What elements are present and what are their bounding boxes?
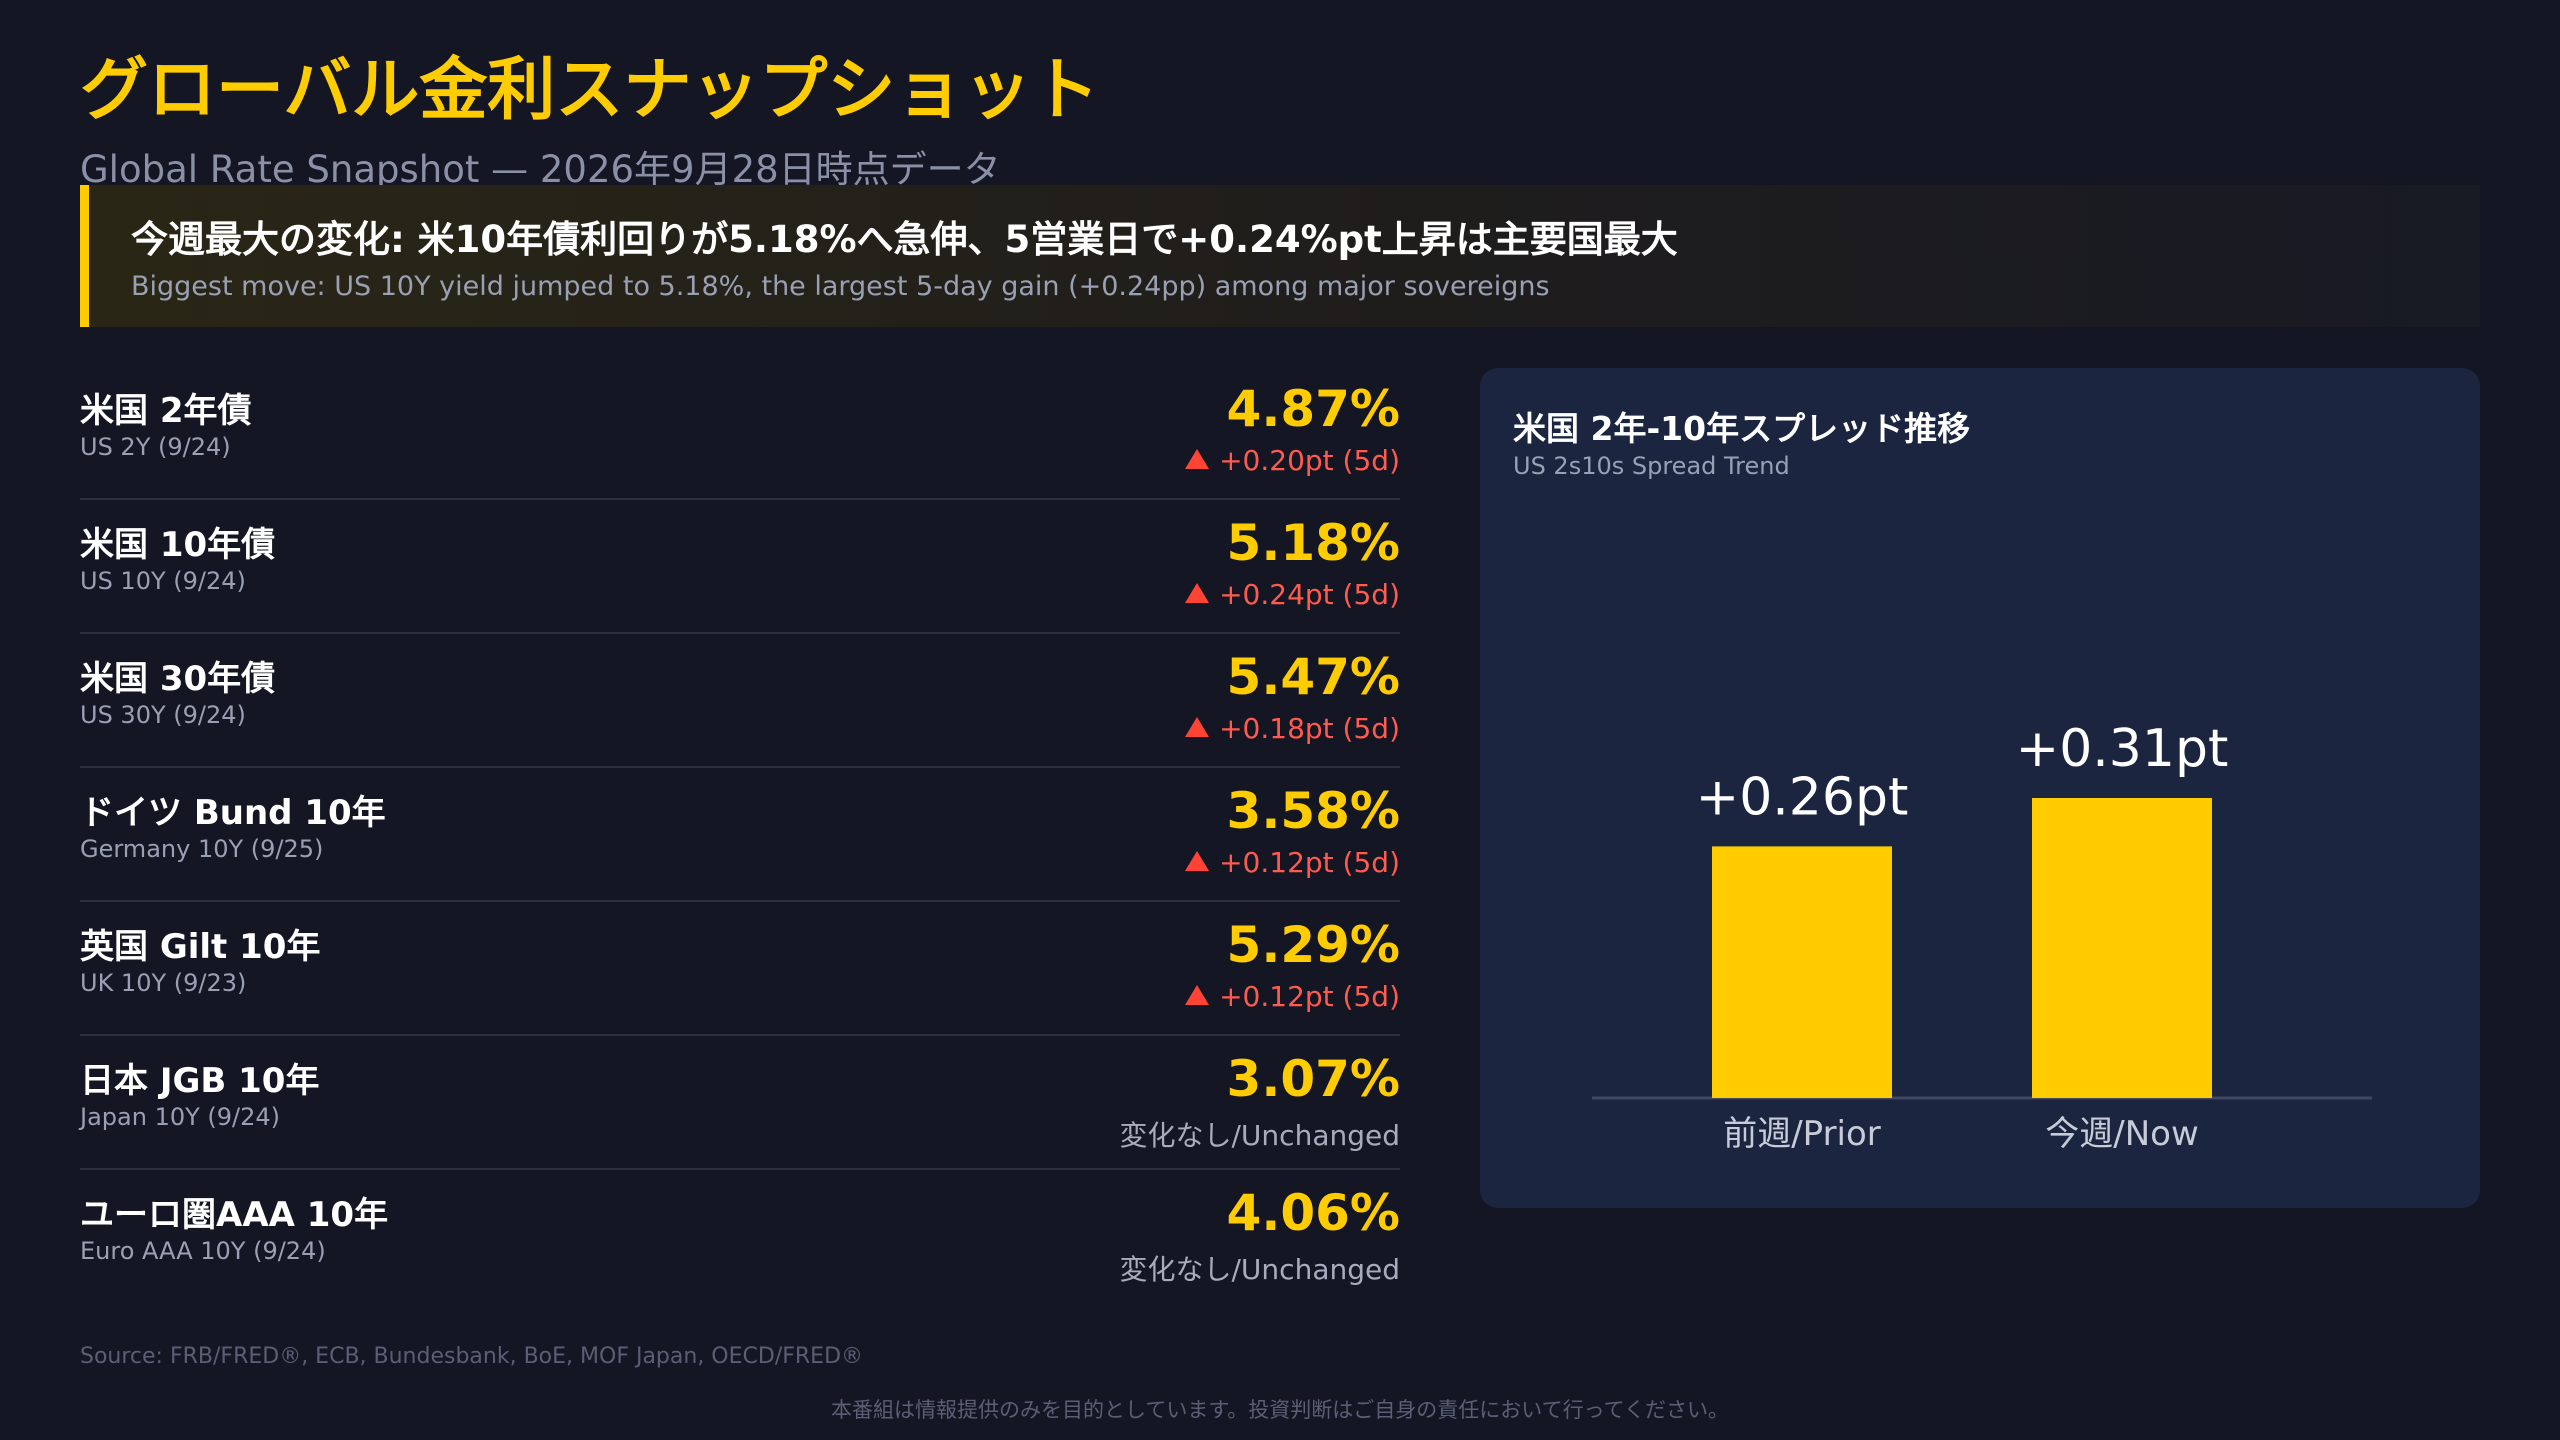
rate-change-text: +0.24pt (5d) [1219, 578, 1400, 611]
chart-value-label: +0.26pt [1696, 767, 1909, 827]
chart-title: 米国 2年-10年スプレッド推移 [1513, 409, 1971, 448]
rate-subtitle: Germany 10Y (9/25) [80, 835, 324, 863]
rates-list: 米国 2年債 US 2Y (9/24) 4.87% +0.20pt (5d) 米… [80, 366, 1400, 1304]
rate-change-text: +0.12pt (5d) [1219, 980, 1400, 1013]
page-title: グローバル金利スナップショット [80, 51, 1100, 130]
rate-value: 4.06% [1226, 1184, 1400, 1242]
rate-change-text: +0.20pt (5d) [1219, 444, 1400, 477]
source-note: Source: FRB/FRED®, ECB, Bundesbank, BoE,… [80, 1344, 864, 1369]
rate-change: +0.24pt (5d) [1185, 578, 1400, 611]
highlight-callout: 今週最大の変化: 米10年債利回りが5.18%へ急伸、5営業日で+0.24%pt… [80, 185, 2480, 327]
rate-subtitle: US 10Y (9/24) [80, 567, 246, 595]
rate-value: 3.07% [1226, 1050, 1400, 1108]
up-triangle-icon [1185, 985, 1210, 1005]
rate-subtitle: US 30Y (9/24) [80, 701, 246, 729]
up-triangle-icon [1185, 583, 1210, 603]
spread-bar-chart: +0.26pt 前週/Prior +0.31pt 今週/Now [1592, 719, 2372, 1154]
rate-change: 変化なし/Unchanged [1119, 1119, 1401, 1152]
rate-row-us-10y: 米国 10年債 US 10Y (9/24) 5.18% +0.24pt (5d) [80, 500, 1400, 634]
rate-change: +0.20pt (5d) [1185, 444, 1400, 477]
chart-bar [1712, 846, 1892, 1098]
rate-name: 英国 Gilt 10年 [80, 927, 321, 967]
rate-change: +0.12pt (5d) [1185, 980, 1400, 1013]
rate-row-uk-10y: 英国 Gilt 10年 UK 10Y (9/23) 5.29% +0.12pt … [80, 902, 1400, 1036]
rate-subtitle: US 2Y (9/24) [80, 433, 231, 461]
rate-value: 5.47% [1226, 648, 1400, 706]
callout-headline: 今週最大の変化: 米10年債利回りが5.18%へ急伸、5営業日で+0.24%pt… [131, 218, 1678, 261]
rate-value: 4.87% [1226, 380, 1400, 438]
rate-row-us-30y: 米国 30年債 US 30Y (9/24) 5.47% +0.18pt (5d) [80, 634, 1400, 768]
disclaimer: 本番組は情報提供のみを目的としています。投資判断はご自身の責任において行ってくだ… [831, 1398, 1729, 1422]
rate-name: 米国 10年債 [80, 525, 276, 565]
rate-row-euro-aaa-10y: ユーロ圏AAA 10年 Euro AAA 10Y (9/24) 4.06% 変化… [80, 1170, 1400, 1304]
up-triangle-icon [1185, 449, 1210, 469]
callout-subtext: Biggest move: US 10Y yield jumped to 5.1… [131, 271, 1550, 302]
rate-change: 変化なし/Unchanged [1119, 1253, 1401, 1286]
rate-row-japan-10y: 日本 JGB 10年 Japan 10Y (9/24) 3.07% 変化なし/U… [80, 1036, 1400, 1170]
rate-name: 米国 30年債 [80, 659, 276, 699]
rate-value: 5.18% [1226, 514, 1400, 572]
rate-row-us-2y: 米国 2年債 US 2Y (9/24) 4.87% +0.20pt (5d) [80, 366, 1400, 500]
rate-subtitle: UK 10Y (9/23) [80, 969, 247, 997]
rate-change: +0.12pt (5d) [1185, 846, 1400, 879]
rate-change-text: +0.18pt (5d) [1219, 712, 1400, 745]
spread-chart-card: 米国 2年-10年スプレッド推移 US 2s10s Spread Trend +… [1480, 368, 2480, 1208]
rate-name: ドイツ Bund 10年 [80, 793, 386, 833]
rate-subtitle: Japan 10Y (9/24) [80, 1103, 281, 1131]
rate-name: 米国 2年債 [80, 391, 252, 431]
rate-name: 日本 JGB 10年 [80, 1061, 320, 1101]
chart-category-label: 今週/Now [2045, 1114, 2199, 1154]
rate-value: 3.58% [1226, 782, 1400, 840]
chart-value-label: +0.31pt [2016, 719, 2229, 779]
chart-bar [2032, 798, 2212, 1098]
up-triangle-icon [1185, 717, 1210, 737]
chart-category-label: 前週/Prior [1723, 1114, 1881, 1154]
rate-value: 5.29% [1226, 916, 1400, 974]
rate-subtitle: Euro AAA 10Y (9/24) [80, 1237, 326, 1265]
rate-change-text: +0.12pt (5d) [1219, 846, 1400, 879]
up-triangle-icon [1185, 851, 1210, 871]
chart-subtitle: US 2s10s Spread Trend [1513, 452, 1790, 480]
rate-name: ユーロ圏AAA 10年 [80, 1195, 389, 1235]
page-subtitle: Global Rate Snapshot — 2026年9月28日時点データ [80, 148, 1001, 191]
rate-row-germany-10y: ドイツ Bund 10年 Germany 10Y (9/25) 3.58% +0… [80, 768, 1400, 902]
rate-change: +0.18pt (5d) [1185, 712, 1400, 745]
